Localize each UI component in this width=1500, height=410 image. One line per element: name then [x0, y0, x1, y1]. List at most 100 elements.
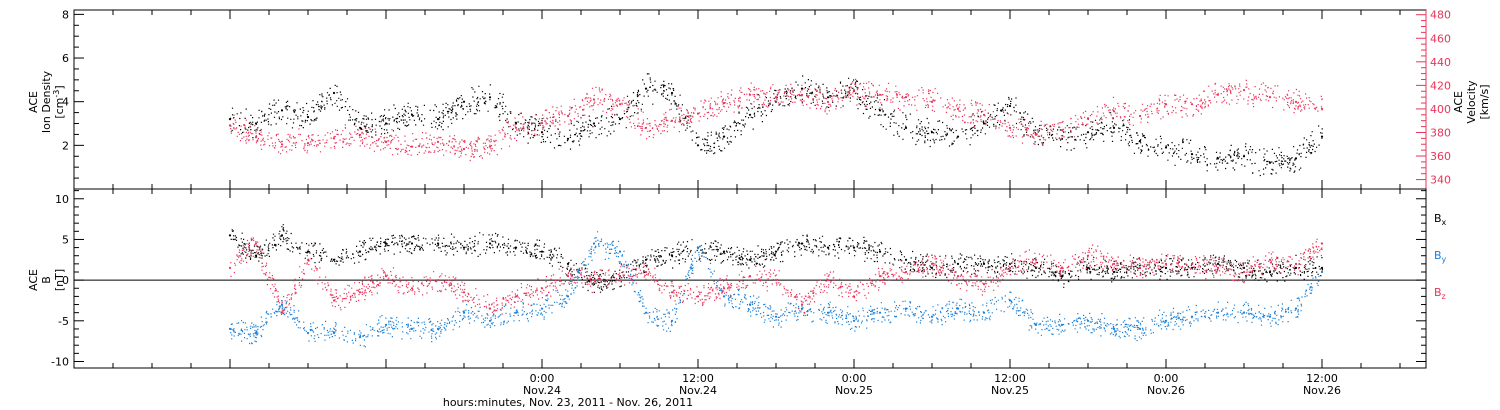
bz-point — [384, 275, 388, 278]
by-point — [1164, 319, 1168, 322]
date-tick-label: Nov.25 — [835, 384, 873, 397]
velocity-tick-label: 360 — [1430, 150, 1451, 163]
date-tick-label: Nov.24 — [679, 384, 717, 397]
bz-point — [1008, 266, 1012, 269]
bz-point — [878, 275, 882, 278]
legend-subscript: y — [1442, 255, 1447, 264]
velocity-point — [436, 140, 440, 143]
by-point — [566, 295, 570, 298]
bz-point — [254, 242, 258, 245]
velocity-point — [566, 114, 570, 118]
velocity-axis-unit: [km/s] — [1478, 84, 1491, 119]
density-tick-label: 2 — [62, 139, 69, 152]
by-point — [852, 319, 856, 322]
time-tick-label: 12:00 — [1306, 372, 1338, 385]
velocity-point — [592, 98, 596, 101]
velocity-point — [1138, 114, 1142, 118]
by-point — [722, 295, 726, 298]
by-point — [1138, 327, 1142, 330]
velocity-point — [696, 112, 700, 115]
velocity-tick-label: 440 — [1430, 56, 1451, 69]
density-point — [644, 87, 648, 90]
velocity-scatter-cloud — [230, 78, 1323, 162]
legend-symbol: B — [1434, 212, 1442, 225]
density-point — [1112, 126, 1116, 129]
velocity-point — [878, 93, 882, 96]
by-point — [644, 311, 648, 314]
bx-point — [1086, 266, 1090, 269]
legend-symbol: B — [1434, 286, 1442, 299]
time-tick-label: 0:00 — [842, 372, 867, 385]
bx-point — [384, 242, 388, 245]
by-point — [1060, 323, 1064, 326]
by-point — [1294, 307, 1298, 310]
bz-point — [592, 279, 596, 282]
bx-point — [904, 258, 908, 261]
density-tick-label: 8 — [62, 8, 69, 21]
velocity-point — [904, 96, 908, 99]
by-point — [540, 307, 544, 310]
bz-point — [956, 275, 960, 278]
density-point — [462, 100, 466, 103]
velocity-point — [1294, 100, 1298, 103]
by-point — [1086, 319, 1090, 322]
velocity-axis-title-line2: Velocity — [1465, 80, 1478, 124]
velocity-point — [1164, 103, 1168, 106]
velocity-point — [306, 142, 310, 145]
bz-point — [410, 287, 414, 290]
bfield-tick-label: 10 — [55, 193, 69, 206]
velocity-point — [1190, 103, 1194, 106]
legend-symbol: B — [1434, 249, 1442, 262]
bz-scatter-cloud — [230, 237, 1323, 315]
magnetic-field-frame — [73, 188, 1427, 369]
bx-point — [410, 242, 414, 245]
bz-point — [1190, 262, 1194, 265]
velocity-point — [540, 122, 544, 125]
magnetic-field-series — [74, 224, 1426, 348]
bx-point — [462, 246, 466, 249]
velocity-point — [1112, 110, 1116, 113]
bx-point — [930, 266, 934, 269]
by-point — [774, 315, 778, 318]
time-axis-title: hours:minutes, Nov. 23, 2011 - Nov. 26, … — [443, 396, 693, 409]
bfield-tick-label: -10 — [51, 355, 69, 368]
by-point — [670, 319, 674, 322]
bx-point — [982, 262, 986, 265]
ion-density-series — [228, 73, 1324, 177]
bx-point — [774, 250, 778, 253]
velocity-point — [618, 103, 622, 106]
date-tick-label: Nov.24 — [523, 384, 561, 397]
density-point — [800, 87, 804, 90]
density-point — [1008, 104, 1012, 108]
velocity-point — [462, 147, 466, 151]
density-point — [904, 126, 908, 129]
bfield-axis-title-line1: ACE — [27, 269, 40, 291]
by-point — [384, 323, 388, 326]
bz-series — [228, 237, 1324, 315]
density-point — [956, 135, 960, 138]
bz-point — [228, 266, 232, 269]
legend-subscript: z — [1442, 292, 1446, 301]
density-velocity-series — [228, 73, 1324, 177]
bfield-tick-label: -5 — [58, 315, 69, 328]
density-point — [748, 113, 752, 116]
velocity-point — [488, 145, 492, 148]
legend-subscript: x — [1442, 218, 1447, 227]
velocity-tick-label: 340 — [1430, 174, 1451, 187]
bz-point — [1268, 258, 1272, 261]
legend-entry-by: By — [1434, 249, 1447, 264]
density-axis-title-line1: ACE — [27, 91, 40, 113]
velocity-series — [228, 78, 1324, 162]
time-tick-label: 12:00 — [682, 372, 714, 385]
bz-point — [644, 270, 648, 274]
time-tick-label: 12:00 — [994, 372, 1026, 385]
bz-point — [436, 279, 440, 282]
legend-entry-bx: Bx — [1434, 212, 1447, 227]
velocity-tick-label: 480 — [1430, 9, 1451, 22]
by-point — [228, 327, 232, 330]
velocity-point — [1216, 93, 1220, 96]
density-point — [436, 118, 440, 121]
